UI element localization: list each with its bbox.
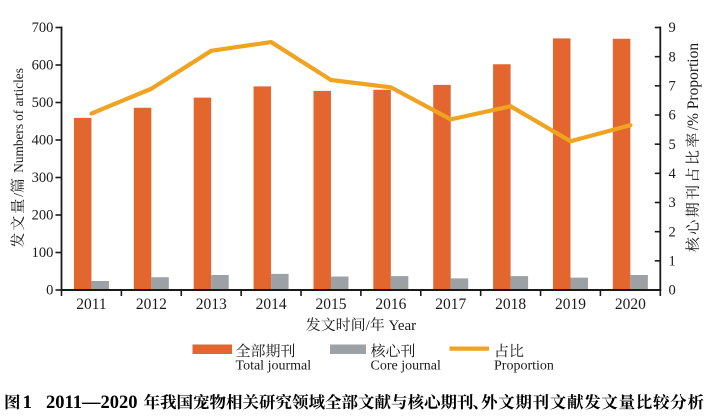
svg-text:2011: 2011 <box>76 296 106 313</box>
svg-text:400: 400 <box>32 133 54 149</box>
svg-text:articles: articles <box>11 68 26 106</box>
svg-text:2014: 2014 <box>256 296 287 313</box>
svg-text:600: 600 <box>32 58 54 74</box>
svg-text:2: 2 <box>669 224 676 240</box>
svg-text:7: 7 <box>669 78 676 94</box>
svg-text:2018: 2018 <box>495 296 526 313</box>
svg-text:of: of <box>11 109 26 121</box>
svg-text:1: 1 <box>669 253 676 269</box>
svg-text:/: / <box>366 318 371 334</box>
svg-text:500: 500 <box>32 95 54 111</box>
svg-text:2020: 2020 <box>615 296 646 313</box>
svg-text:2019: 2019 <box>555 296 586 313</box>
svg-text:8: 8 <box>669 49 676 65</box>
svg-text:Year: Year <box>389 318 417 334</box>
svg-text:Proportion: Proportion <box>685 43 702 110</box>
svg-text:/%: /% <box>685 113 702 130</box>
svg-text:700: 700 <box>32 20 54 36</box>
svg-text:1: 1 <box>23 392 33 413</box>
svg-text:Numbers: Numbers <box>11 124 26 173</box>
svg-text:2013: 2013 <box>196 296 227 313</box>
svg-text:4: 4 <box>669 166 677 182</box>
svg-text:9: 9 <box>669 20 676 36</box>
svg-text:/: / <box>11 193 26 197</box>
svg-text:Proportion: Proportion <box>494 358 554 373</box>
svg-text:0: 0 <box>46 283 53 299</box>
svg-text:300: 300 <box>32 170 54 186</box>
svg-text:2015: 2015 <box>315 296 346 313</box>
svg-text:2016: 2016 <box>375 296 406 313</box>
svg-text:5: 5 <box>669 137 676 153</box>
svg-text:Core journal: Core journal <box>371 358 441 373</box>
svg-text:2011—2020: 2011—2020 <box>46 393 137 413</box>
svg-text:2012: 2012 <box>136 296 167 313</box>
svg-text:3: 3 <box>669 195 676 211</box>
svg-text:0: 0 <box>669 283 676 299</box>
svg-text:200: 200 <box>32 208 54 224</box>
svg-text:2017: 2017 <box>435 296 466 313</box>
svg-text:Total jourmal: Total jourmal <box>236 358 312 373</box>
svg-text:100: 100 <box>32 245 54 261</box>
svg-text:6: 6 <box>669 108 676 124</box>
